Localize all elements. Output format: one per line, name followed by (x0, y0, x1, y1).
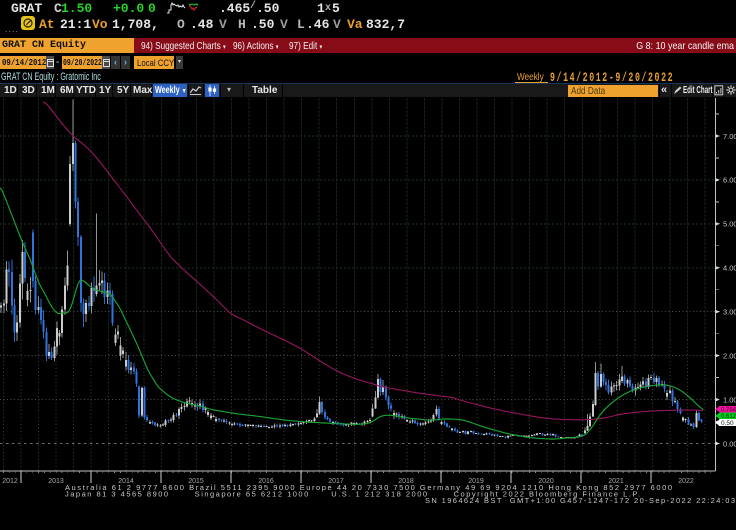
svg-text:Australia 61 2 9777 8600 Brazi: Australia 61 2 9777 8600 Brazil 5511 239… (65, 483, 672, 492)
svg-text:0.00: 0.00 (723, 439, 736, 448)
svg-text:0.50: 0.50 (721, 420, 734, 427)
svg-text:2019: 2019 (468, 478, 484, 485)
svg-text:4.00: 4.00 (723, 264, 736, 273)
svg-text:Japan 81 3 4565 8900 Sin: Japan 81 3 4565 8900 Singapore 65 6212 1… (65, 490, 640, 499)
svg-text:5.00: 5.00 (723, 220, 736, 229)
svg-text:2013: 2013 (48, 478, 64, 485)
svg-text:2015: 2015 (188, 478, 204, 485)
svg-text:2022: 2022 (678, 478, 694, 485)
svg-text:0.6122: 0.6122 (721, 414, 736, 420)
svg-text:0.764: 0.764 (721, 408, 736, 414)
svg-text:2016: 2016 (258, 478, 274, 485)
svg-text:2.00: 2.00 (723, 351, 736, 360)
svg-text:6.00: 6.00 (723, 176, 736, 185)
svg-text:2014: 2014 (118, 478, 134, 485)
svg-text:3.00: 3.00 (723, 308, 736, 317)
svg-text:2020: 2020 (538, 478, 554, 485)
svg-text:2018: 2018 (398, 478, 414, 485)
svg-text:SN 1964624 BST GMT+1:00 G457-: SN 1964624 BST GMT+1:00 G457-1247-172 20… (425, 496, 735, 505)
svg-text:2017: 2017 (328, 478, 344, 485)
svg-text:1.00: 1.00 (723, 395, 736, 404)
svg-text:2021: 2021 (608, 478, 624, 485)
svg-text:7.00: 7.00 (723, 132, 736, 141)
svg-text:2012: 2012 (2, 478, 18, 485)
